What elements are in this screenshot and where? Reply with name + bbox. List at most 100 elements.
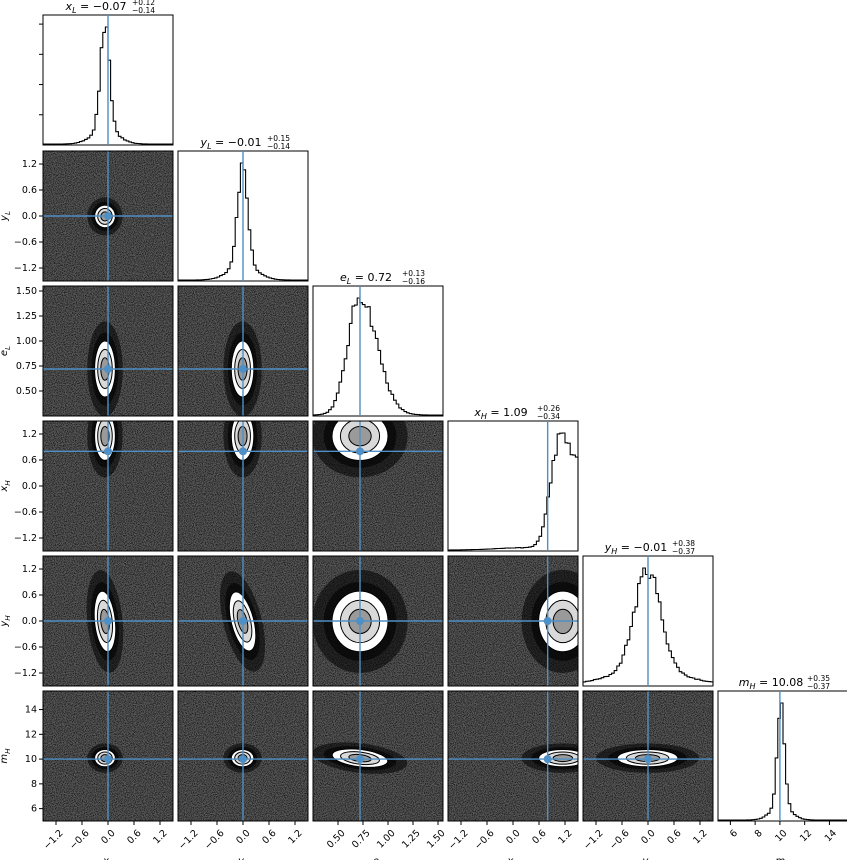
panel-xL-yH bbox=[42, 555, 174, 687]
xtick-label: 0.6 bbox=[530, 828, 548, 846]
ylabel-eL: eL bbox=[0, 346, 12, 356]
panel-yL-mH bbox=[177, 690, 309, 822]
xtick-label: 0.0 bbox=[504, 828, 522, 846]
panel-frame bbox=[312, 420, 444, 552]
xtick-label: 6 bbox=[728, 828, 740, 840]
title-minus-yH: −0.37 bbox=[672, 547, 695, 556]
ytick-label: −1.2 bbox=[14, 263, 37, 274]
xtick-label: −1.2 bbox=[42, 828, 66, 852]
ytick-label: −0.6 bbox=[14, 237, 37, 248]
panel-eL-yH bbox=[312, 555, 444, 687]
hist-mH bbox=[718, 702, 847, 821]
title-yH: yH = −0.01 bbox=[604, 541, 667, 556]
xtick-label: 0.75 bbox=[350, 828, 373, 851]
ytick-label: 8 bbox=[31, 779, 37, 790]
hist-frame-xH bbox=[447, 420, 579, 552]
contour-inner bbox=[552, 754, 574, 763]
xtick-label: 1.2 bbox=[151, 828, 169, 846]
xtick-label: −0.6 bbox=[68, 828, 92, 852]
ytick-label: 1.2 bbox=[22, 429, 37, 440]
hist-xL bbox=[43, 26, 173, 145]
ytick-label: 0.6 bbox=[22, 185, 37, 196]
xlabel-yL: yL bbox=[237, 856, 248, 860]
ytick-label: 1.2 bbox=[22, 159, 37, 170]
panel-yH-mH bbox=[582, 690, 714, 822]
xtick-label: −1.2 bbox=[177, 828, 201, 852]
title-minus-eL: −0.16 bbox=[402, 277, 425, 286]
ylabel-yH: yH bbox=[0, 615, 12, 628]
title-minus-yL: −0.14 bbox=[267, 142, 290, 151]
xtick-label: 0.0 bbox=[99, 828, 117, 846]
xtick-label: 1.2 bbox=[286, 828, 304, 846]
ytick-label: 6 bbox=[31, 804, 37, 815]
title-xH: xH = 1.09 bbox=[473, 406, 527, 421]
xtick-label: 10 bbox=[773, 828, 789, 844]
ytick-label: 1.50 bbox=[16, 286, 37, 297]
ytick-label: 14 bbox=[25, 705, 37, 716]
panel-eL-xH bbox=[312, 420, 444, 552]
xtick-label: −1.2 bbox=[447, 828, 471, 852]
panel-frame bbox=[42, 285, 174, 417]
title-plus-eL: +0.13 bbox=[402, 269, 425, 278]
ytick-label: 0.6 bbox=[22, 590, 37, 601]
ytick-label: 0.0 bbox=[22, 616, 37, 627]
title-plus-xH: +0.26 bbox=[537, 404, 560, 413]
title-minus-mH: −0.37 bbox=[807, 682, 830, 691]
title-plus-mH: +0.35 bbox=[807, 674, 830, 683]
title-minus-xL: −0.14 bbox=[132, 6, 155, 15]
panel-xL-mH bbox=[42, 690, 174, 822]
title-plus-yL: +0.15 bbox=[267, 134, 290, 143]
xlabel-mH: mH bbox=[775, 856, 791, 860]
panel-frame bbox=[177, 555, 309, 687]
hist-xH bbox=[448, 432, 579, 551]
xtick-label: 1.2 bbox=[691, 828, 709, 846]
xtick-label: −0.6 bbox=[473, 828, 497, 852]
title-mH: mH = 10.08 bbox=[739, 676, 803, 691]
xtick-label: 1.00 bbox=[375, 828, 398, 851]
ylabel-mH: mH bbox=[0, 748, 12, 764]
xlabel-xH: xH bbox=[506, 856, 519, 860]
ytick-label: 1.2 bbox=[22, 564, 37, 575]
xtick-label: 0.0 bbox=[639, 828, 657, 846]
panel-frame bbox=[312, 555, 444, 687]
ytick-label: 0.0 bbox=[22, 481, 37, 492]
ytick-label: 10 bbox=[25, 754, 37, 765]
hist-frame-eL bbox=[312, 285, 444, 417]
panel-yL-xH bbox=[177, 420, 309, 552]
hist-eL bbox=[312, 297, 443, 416]
xtick-label: 0.6 bbox=[260, 828, 278, 846]
panel-frame bbox=[312, 690, 444, 822]
ytick-label: 0.6 bbox=[22, 455, 37, 466]
xtick-label: 1.2 bbox=[556, 828, 574, 846]
panel-eL-mH bbox=[312, 690, 444, 822]
panel-xL-xH bbox=[42, 420, 174, 552]
panel-frame bbox=[447, 555, 579, 687]
xlabel-xL: xL bbox=[102, 856, 113, 860]
ytick-label: −0.6 bbox=[14, 507, 37, 518]
xtick-label: −0.6 bbox=[203, 828, 227, 852]
xtick-label: 1.25 bbox=[400, 828, 423, 851]
xtick-label: 0.6 bbox=[125, 828, 143, 846]
panel-frame bbox=[177, 420, 309, 552]
xtick-label: −0.6 bbox=[608, 828, 632, 852]
ytick-label: −0.6 bbox=[14, 642, 37, 653]
ytick-label: 12 bbox=[25, 729, 37, 740]
panel-yL-eL bbox=[177, 285, 309, 417]
title-plus-yH: +0.38 bbox=[672, 539, 695, 548]
ytick-label: −1.2 bbox=[14, 668, 37, 679]
xtick-label: 0.0 bbox=[234, 828, 252, 846]
ylabel-yL: yL bbox=[0, 211, 12, 222]
title-minus-xH: −0.34 bbox=[537, 412, 560, 421]
xtick-label: 8 bbox=[753, 828, 765, 840]
xtick-label: 0.50 bbox=[325, 828, 348, 851]
xlabel-eL: eL bbox=[373, 856, 383, 860]
xtick-label: 12 bbox=[798, 828, 814, 844]
ytick-label: 0.50 bbox=[16, 386, 37, 397]
xtick-label: −1.2 bbox=[582, 828, 606, 852]
title-xL: xL = −0.07 bbox=[65, 0, 127, 15]
title-yL: yL = −0.01 bbox=[200, 136, 262, 151]
panel-frame bbox=[177, 285, 309, 417]
panel-xH-mH bbox=[447, 690, 579, 822]
ytick-label: 1.00 bbox=[16, 336, 37, 347]
xlabel-yH: yH bbox=[641, 856, 654, 860]
